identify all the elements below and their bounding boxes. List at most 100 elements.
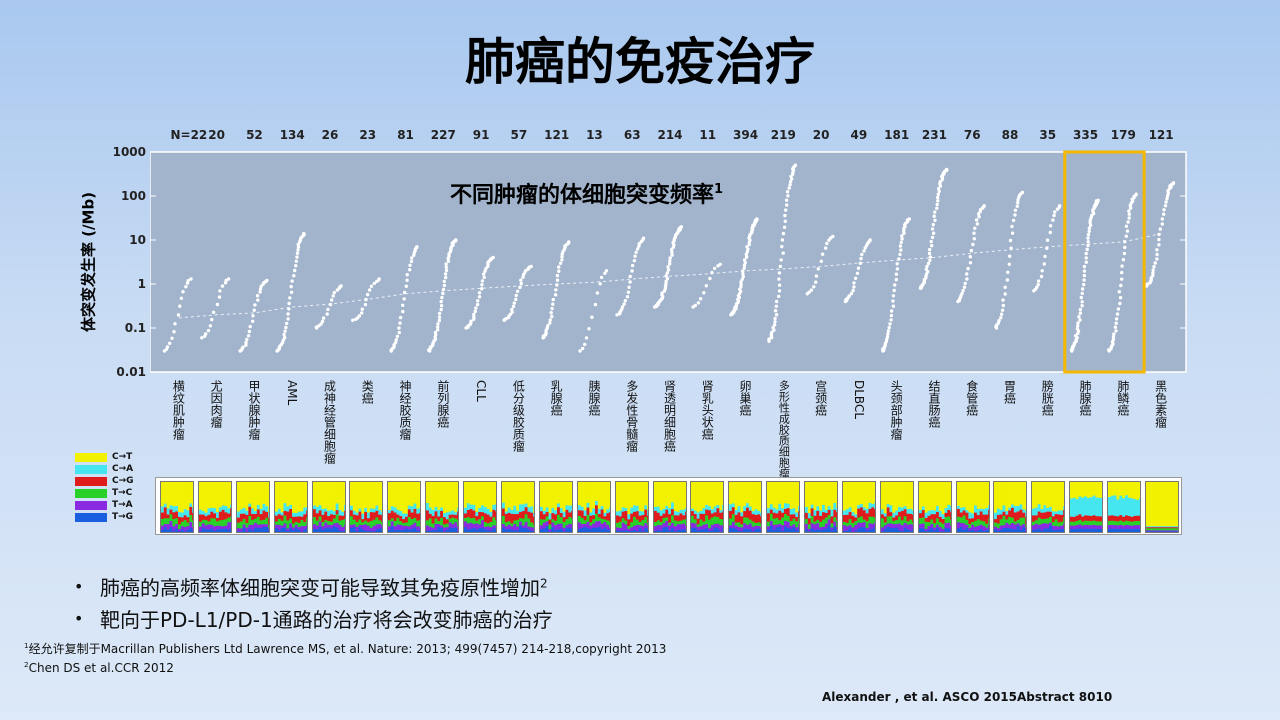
spectrum-segment bbox=[343, 482, 345, 506]
data-point bbox=[604, 269, 609, 273]
spectrum-segment bbox=[283, 482, 287, 504]
data-point bbox=[977, 215, 981, 219]
data-point bbox=[933, 218, 937, 222]
spectrum-segment bbox=[719, 510, 723, 514]
spectrum-segment bbox=[297, 482, 301, 513]
spectrum-segment bbox=[454, 514, 458, 519]
data-point bbox=[1010, 224, 1014, 229]
spectrum-segment bbox=[1110, 524, 1115, 529]
spectrum-segment bbox=[521, 511, 525, 519]
spectrum-segment bbox=[987, 504, 989, 511]
data-point bbox=[548, 321, 552, 325]
data-point bbox=[1003, 292, 1007, 296]
spectrum-segment bbox=[854, 514, 858, 518]
spectrum-segment bbox=[656, 520, 660, 526]
spectrum-segment bbox=[393, 530, 398, 532]
spectrum-segment bbox=[356, 515, 360, 523]
sample-count-label: 23 bbox=[359, 128, 377, 142]
spectrum-segment bbox=[391, 526, 395, 532]
spectrum-segment bbox=[594, 521, 598, 528]
spectrum-segment bbox=[431, 530, 435, 532]
spectrum-segment bbox=[880, 509, 884, 515]
spectrum-segment bbox=[871, 482, 875, 505]
spectrum-segment bbox=[554, 510, 558, 515]
spectrum-segment bbox=[285, 506, 290, 512]
spectrum-segment bbox=[938, 516, 942, 523]
spectrum-segment bbox=[1168, 527, 1172, 529]
spectrum-segment bbox=[267, 528, 269, 531]
spectrum-segment bbox=[446, 527, 450, 531]
data-point bbox=[698, 297, 703, 301]
spectrum-box bbox=[841, 481, 876, 533]
spectrum-segment bbox=[1000, 509, 1004, 515]
data-point bbox=[974, 218, 979, 222]
data-point bbox=[550, 306, 554, 311]
spectrum-segment bbox=[784, 514, 788, 522]
spectrum-segment bbox=[429, 530, 433, 532]
data-point bbox=[1001, 298, 1005, 302]
spectrum-segment bbox=[626, 531, 631, 532]
spectrum-segment bbox=[1057, 514, 1061, 523]
spectrum-segment bbox=[1055, 511, 1059, 515]
spectrum-segment bbox=[784, 482, 788, 504]
data-point bbox=[1076, 321, 1080, 325]
spectrum-segment bbox=[646, 510, 648, 516]
spectrum-segment bbox=[956, 482, 960, 507]
spectrum-segment bbox=[192, 482, 193, 508]
series-points-5 bbox=[351, 277, 381, 322]
spectrum-segment bbox=[594, 513, 598, 522]
spectrum-segment bbox=[862, 482, 866, 508]
spectrum-segment bbox=[938, 531, 942, 532]
spectrum-segment bbox=[329, 482, 333, 511]
data-point bbox=[777, 277, 781, 281]
data-point bbox=[326, 307, 330, 312]
data-point bbox=[936, 199, 940, 203]
spectrum-segment bbox=[405, 516, 409, 523]
spectrum-segment bbox=[419, 519, 421, 527]
spectrum-segment bbox=[1008, 507, 1012, 511]
spectrum-segment bbox=[1055, 526, 1059, 531]
spectrum-segment bbox=[1017, 511, 1021, 521]
data-point bbox=[1058, 204, 1062, 208]
spectrum-segment bbox=[1055, 514, 1059, 520]
spectrum-segment bbox=[218, 482, 222, 508]
spectrum-segment bbox=[1098, 497, 1102, 517]
spectrum-box bbox=[1069, 481, 1104, 533]
spectrum-segment bbox=[711, 530, 715, 532]
sample-count-label: 231 bbox=[921, 128, 947, 142]
data-point bbox=[446, 259, 451, 263]
data-point bbox=[1127, 216, 1131, 220]
data-point bbox=[1160, 222, 1164, 226]
spectrum-segment bbox=[1122, 516, 1126, 522]
spectrum-segment bbox=[681, 529, 685, 532]
spectrum-segment bbox=[227, 522, 231, 531]
spectrum-segment bbox=[373, 482, 377, 510]
spectrum-segment bbox=[947, 516, 951, 524]
spectrum-segment bbox=[586, 507, 590, 516]
spectrum-segment bbox=[323, 528, 327, 532]
spectrum-segment bbox=[911, 514, 913, 523]
spectrum-segment bbox=[253, 511, 257, 515]
spectrum-segment bbox=[836, 507, 838, 513]
data-point bbox=[1127, 212, 1131, 216]
data-point bbox=[283, 329, 287, 333]
spectrum-segment bbox=[265, 511, 269, 518]
data-point bbox=[636, 247, 640, 251]
data-point bbox=[1042, 262, 1046, 266]
data-point bbox=[633, 254, 637, 258]
spectrum-stack bbox=[577, 482, 610, 532]
spectrum-segment bbox=[577, 515, 581, 523]
spectrum-segment bbox=[1070, 521, 1074, 526]
spectrum-segment bbox=[527, 507, 531, 513]
spectrum-segment bbox=[323, 522, 327, 529]
spectrum-segment bbox=[719, 482, 723, 511]
spectrum-segment bbox=[880, 527, 884, 532]
spectrum-segment bbox=[1025, 527, 1027, 532]
spectrum-segment bbox=[621, 511, 625, 519]
data-point bbox=[780, 238, 785, 242]
spectrum-segment bbox=[265, 506, 269, 513]
spectrum-segment bbox=[781, 482, 785, 509]
spectrum-segment bbox=[737, 482, 741, 507]
spectrum-segment bbox=[684, 482, 686, 509]
spectrum-segment bbox=[1011, 482, 1015, 505]
